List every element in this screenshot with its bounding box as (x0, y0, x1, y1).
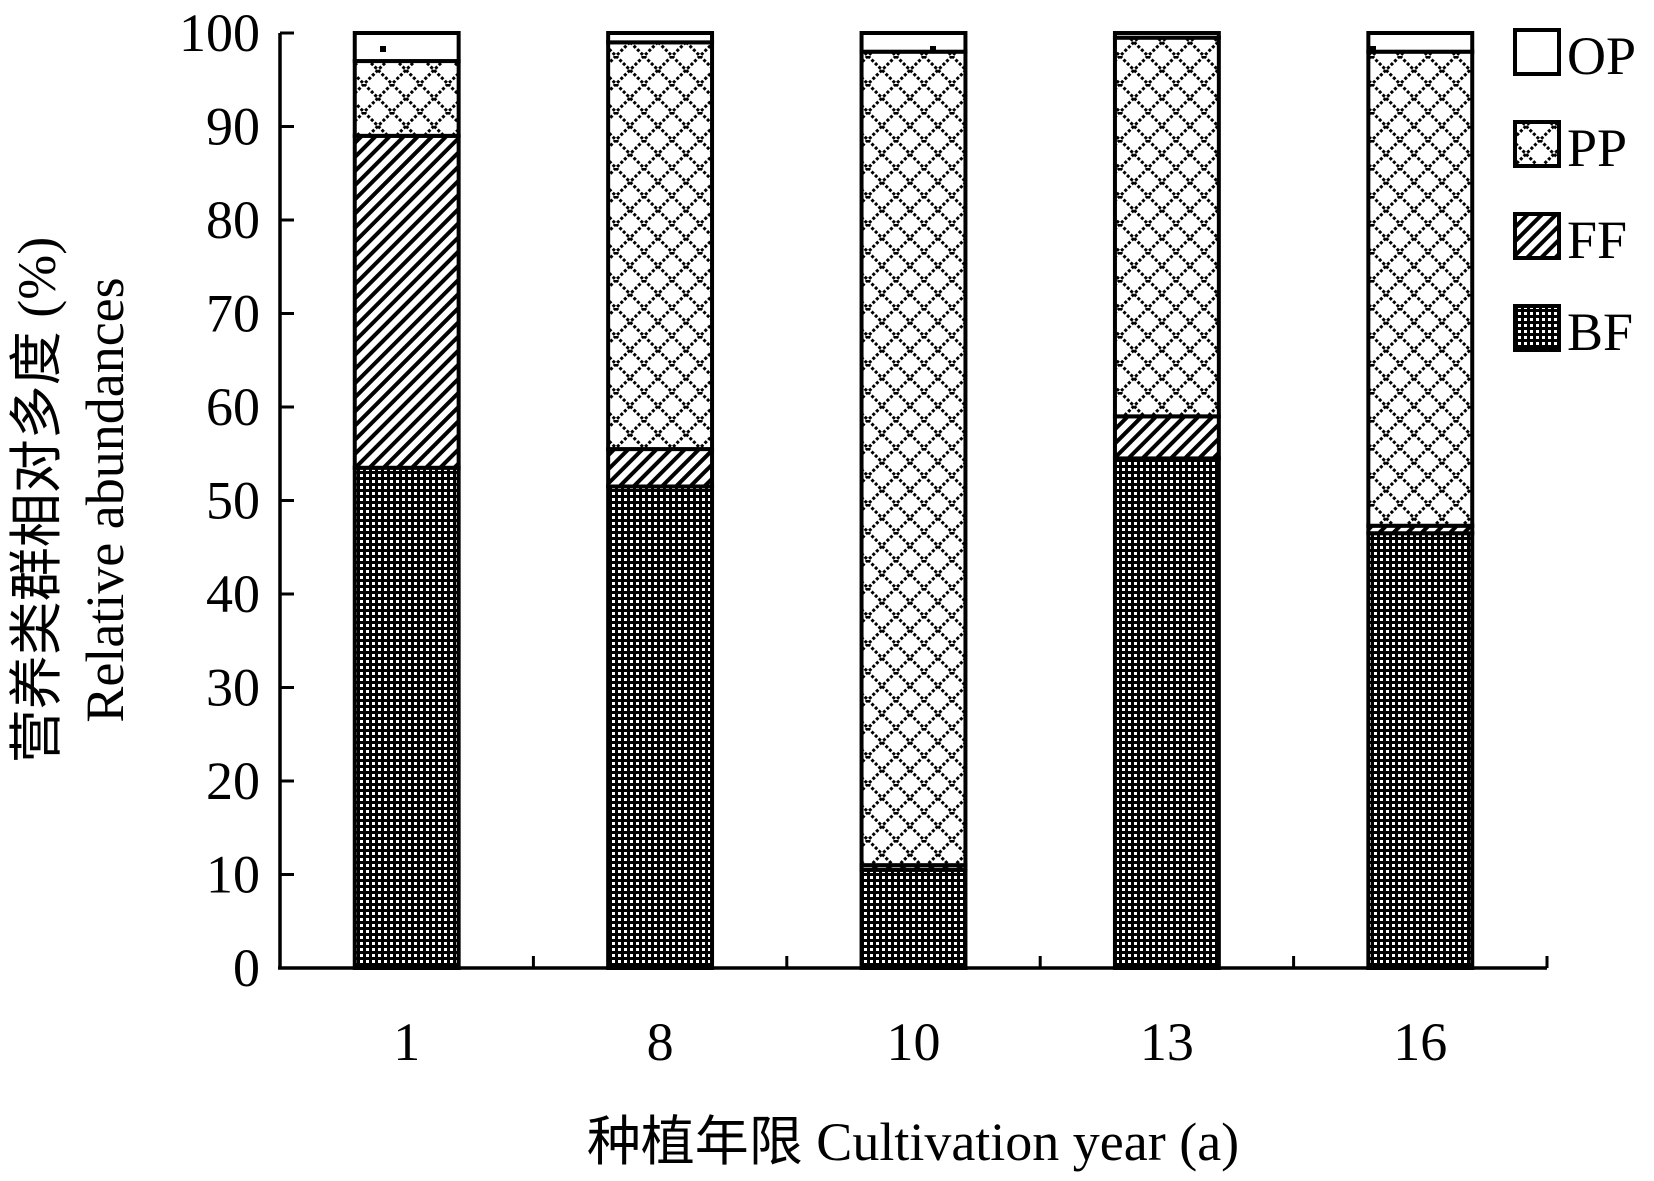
legend-swatch-op (1513, 28, 1561, 76)
legend-label-bf: BF (1567, 302, 1633, 362)
bar-ff-13 (1112, 414, 1221, 461)
y-tick-label: 80 (206, 190, 260, 250)
legend-label-pp: PP (1567, 118, 1627, 178)
bar-op-16 (1366, 31, 1475, 54)
y-axis-label-cn: 营养类群相对多度 (%) (7, 237, 67, 763)
legend: OP PP FF BF (1513, 26, 1636, 362)
x-ticks: 1 8 10 13 16 (278, 956, 1549, 1072)
y-tick-label: 20 (206, 751, 260, 811)
legend-swatch-ff (1513, 212, 1561, 260)
bar-pp-1 (352, 59, 461, 138)
y-axis-label-en: Relative abundances (75, 277, 135, 722)
bar-pp-16 (1366, 49, 1475, 528)
bar-ff-1 (352, 133, 461, 470)
y-ticks: 0 10 20 30 40 50 60 70 80 90 100 (179, 3, 294, 998)
y-tick-label: 100 (179, 3, 260, 63)
bar-pp-10 (859, 49, 968, 868)
x-tick-label: 10 (887, 1012, 941, 1072)
bar-pp-13 (1112, 35, 1221, 419)
y-tick-label: 30 (206, 658, 260, 718)
y-tick-label: 60 (206, 377, 260, 437)
y-tick-label: 70 (206, 284, 260, 344)
y-tick-label: 90 (206, 97, 260, 157)
legend-label-op: OP (1567, 26, 1636, 86)
y-tick-label: 40 (206, 564, 260, 624)
bar-bf-13 (1112, 456, 1221, 970)
bar-bf-8 (606, 484, 715, 970)
y-tick-label: 0 (233, 938, 260, 998)
bar-group (352, 31, 1475, 971)
bar-bf-10 (859, 867, 968, 971)
bar-op-13 (1112, 31, 1221, 40)
bar-op-8 (606, 31, 715, 45)
bar-ff-8 (606, 447, 715, 489)
x-axis-label: 种植年限 Cultivation year (a) (587, 1112, 1239, 1172)
bar-bf-16 (1366, 531, 1475, 970)
x-tick-label: 16 (1393, 1012, 1447, 1072)
legend-swatch-pp (1513, 120, 1561, 168)
x-tick-label: 8 (647, 1012, 674, 1072)
legend-swatch-bf (1513, 304, 1561, 352)
y-tick-label: 50 (206, 471, 260, 531)
x-tick-label: 1 (393, 1012, 420, 1072)
bar-bf-1 (352, 465, 461, 970)
x-tick-label: 13 (1140, 1012, 1194, 1072)
bar-op-1 (352, 31, 461, 64)
bar-pp-8 (606, 40, 715, 452)
bar-op-10 (859, 31, 968, 54)
legend-label-ff: FF (1567, 210, 1627, 270)
y-tick-label: 10 (206, 845, 260, 905)
